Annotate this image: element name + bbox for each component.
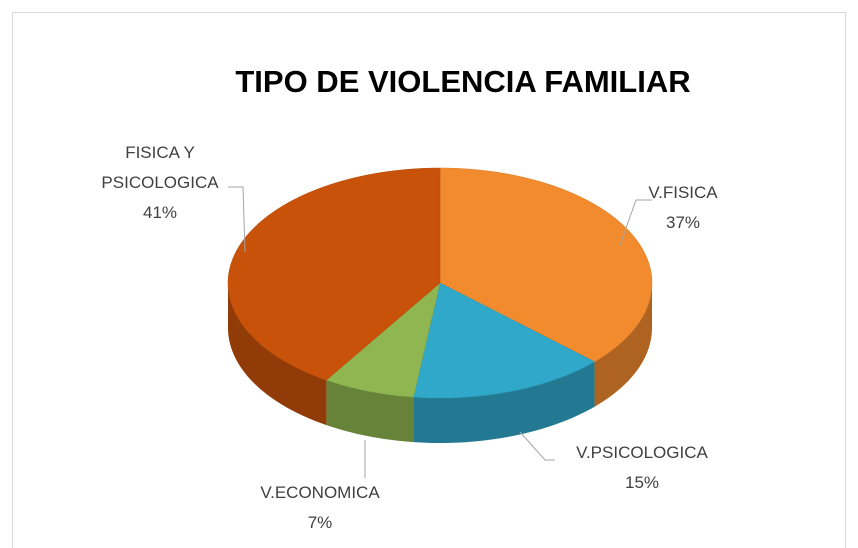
data-label: FISICA Y PSICOLOGICA 41% <box>85 138 235 228</box>
category-label: V.FISICA <box>648 183 718 202</box>
pie-slice-side <box>326 380 414 443</box>
chart-frame <box>12 12 846 548</box>
pie-slice-side <box>228 283 327 426</box>
leader-line <box>619 199 652 246</box>
pie-slice-side <box>413 361 595 443</box>
pie-slice-top <box>227 167 441 381</box>
chart-title: TIPO DE VIOLENCIA FAMILIAR <box>235 64 690 99</box>
data-label: V.PSICOLOGICA 15% <box>567 438 717 498</box>
pie-slice-top <box>439 167 653 363</box>
pie-slice <box>227 167 441 426</box>
pie-slice <box>439 167 653 407</box>
category-label: FISICA Y PSICOLOGICA <box>101 143 219 192</box>
pie-slice-top <box>325 282 441 398</box>
pie-slice <box>413 282 596 443</box>
data-label: V.FISICA 37% <box>608 178 758 238</box>
pie-slice-side <box>594 283 652 407</box>
pie-slice <box>325 282 441 443</box>
value-label: 7% <box>307 513 333 532</box>
value-label: 37% <box>665 213 701 232</box>
leader-line <box>519 431 555 461</box>
pie-slice-top <box>413 282 596 399</box>
category-label: V.ECONOMICA <box>260 483 380 502</box>
category-label: V.PSICOLOGICA <box>576 443 708 462</box>
value-label: 41% <box>142 203 178 222</box>
data-label: V.ECONOMICA 7% <box>245 478 395 538</box>
leader-line <box>228 186 246 253</box>
value-label: 15% <box>624 473 660 492</box>
